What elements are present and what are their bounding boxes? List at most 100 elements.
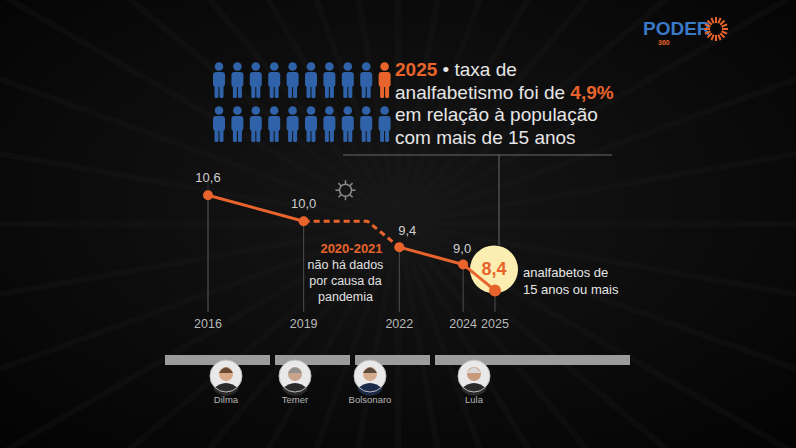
headline-segment: analfabetismo foi de [395,82,570,103]
icon-head [325,106,334,115]
ray [398,221,796,227]
photo-frame [279,360,311,392]
icon-leg [233,85,237,98]
icon-leg [293,85,297,98]
x-tick-label: 2016 [194,317,222,331]
photo-face [288,367,302,381]
ray [0,0,398,224]
data-point [394,242,404,252]
sun-ray [718,18,720,24]
icon-body [231,116,243,131]
sun-ray [715,17,717,23]
data-label: 10,6 [195,170,220,185]
grid-line [463,264,464,312]
icon-head [288,62,297,71]
sun-ray [720,33,724,37]
icon-leg [307,85,311,98]
icon-leg [238,129,242,142]
icon-body [213,116,225,131]
sun-ray [705,24,711,26]
icon-leg [251,129,255,142]
background-rays [0,0,796,448]
icon-leg [256,85,260,98]
icon-leg [325,129,329,142]
ray [398,224,796,448]
photo-frame [354,360,386,392]
grid-line [399,247,400,312]
virus-icon [336,180,356,200]
icon-leg [288,129,292,142]
ray [398,224,698,448]
icon-head [325,62,334,71]
line-group [203,190,501,296]
sun-ray [722,31,728,33]
gap-text: por causa da [309,274,381,288]
icon-head [380,62,389,71]
icon-head [233,62,242,71]
icon-leg [288,85,292,98]
ray [0,224,398,429]
icon-leg [220,129,224,142]
person-icon [250,62,262,98]
ray [98,224,398,448]
person-icon [360,62,372,98]
person-icon [268,62,280,98]
icon-head [252,62,261,71]
sun-ray [711,35,713,41]
icon-leg [380,85,384,98]
icon-body [231,72,243,87]
icon-head [307,62,316,71]
icon-leg [330,85,334,98]
icon-leg [215,85,219,98]
icon-body [379,116,391,131]
icon-leg [312,129,316,142]
ray [395,224,401,448]
gap-text: não há dados [308,258,384,272]
x-tick-label: 2022 [385,317,413,331]
photo-face [219,367,233,381]
gap-label: 2020-2021 [320,241,382,256]
ray [12,0,398,224]
icon-leg [348,129,352,142]
person-icon [268,106,280,142]
icon-leg [362,129,366,142]
headline-segment: em relação à população [395,104,598,125]
icon-leg [233,129,237,142]
icon-body [305,116,317,131]
icon-leg [275,85,279,98]
photo-face [363,367,377,381]
headline-segment: • taxa de [437,59,517,80]
person-icon [323,106,335,142]
icon-head [270,106,279,115]
icon-body [360,72,372,87]
icon-head [233,106,242,115]
sun-ray [715,35,717,41]
president-name: Lula [465,394,484,405]
person-icon [213,106,225,142]
photo-hair [363,368,377,374]
ray [0,0,398,224]
icon-head [252,106,261,115]
logo-text: PODER [643,18,711,39]
president-photo [210,360,242,396]
icon-leg [367,129,371,142]
icon-leg [275,129,279,142]
icon-leg [312,85,316,98]
icon-leg [325,85,329,98]
data-point [489,284,501,296]
person-icon [342,106,354,142]
data-label-highlight: 8,4 [481,259,506,279]
icon-head [215,106,224,115]
person-icon [231,62,243,98]
headline-line: com mais de 15 anos [395,127,576,148]
president-name: Bolsonaro [349,394,392,405]
person-icon [305,62,317,98]
person-icon [360,106,372,142]
icon-head [270,62,279,71]
grid-line [303,221,304,312]
person-icon [379,62,391,98]
logo-subtext: 360 [658,39,670,46]
photo-frame [458,360,490,392]
person-icon [305,106,317,142]
sun-ray [722,24,728,26]
